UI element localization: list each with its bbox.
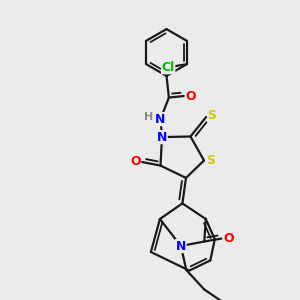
Text: N: N <box>176 239 186 253</box>
Text: S: S <box>208 109 217 122</box>
Text: O: O <box>130 155 141 169</box>
Text: N: N <box>157 130 167 144</box>
Text: H: H <box>145 112 154 122</box>
Text: Cl: Cl <box>161 61 175 74</box>
Text: O: O <box>185 89 196 103</box>
Text: S: S <box>206 154 215 167</box>
Text: O: O <box>223 232 234 245</box>
Text: N: N <box>155 112 166 126</box>
